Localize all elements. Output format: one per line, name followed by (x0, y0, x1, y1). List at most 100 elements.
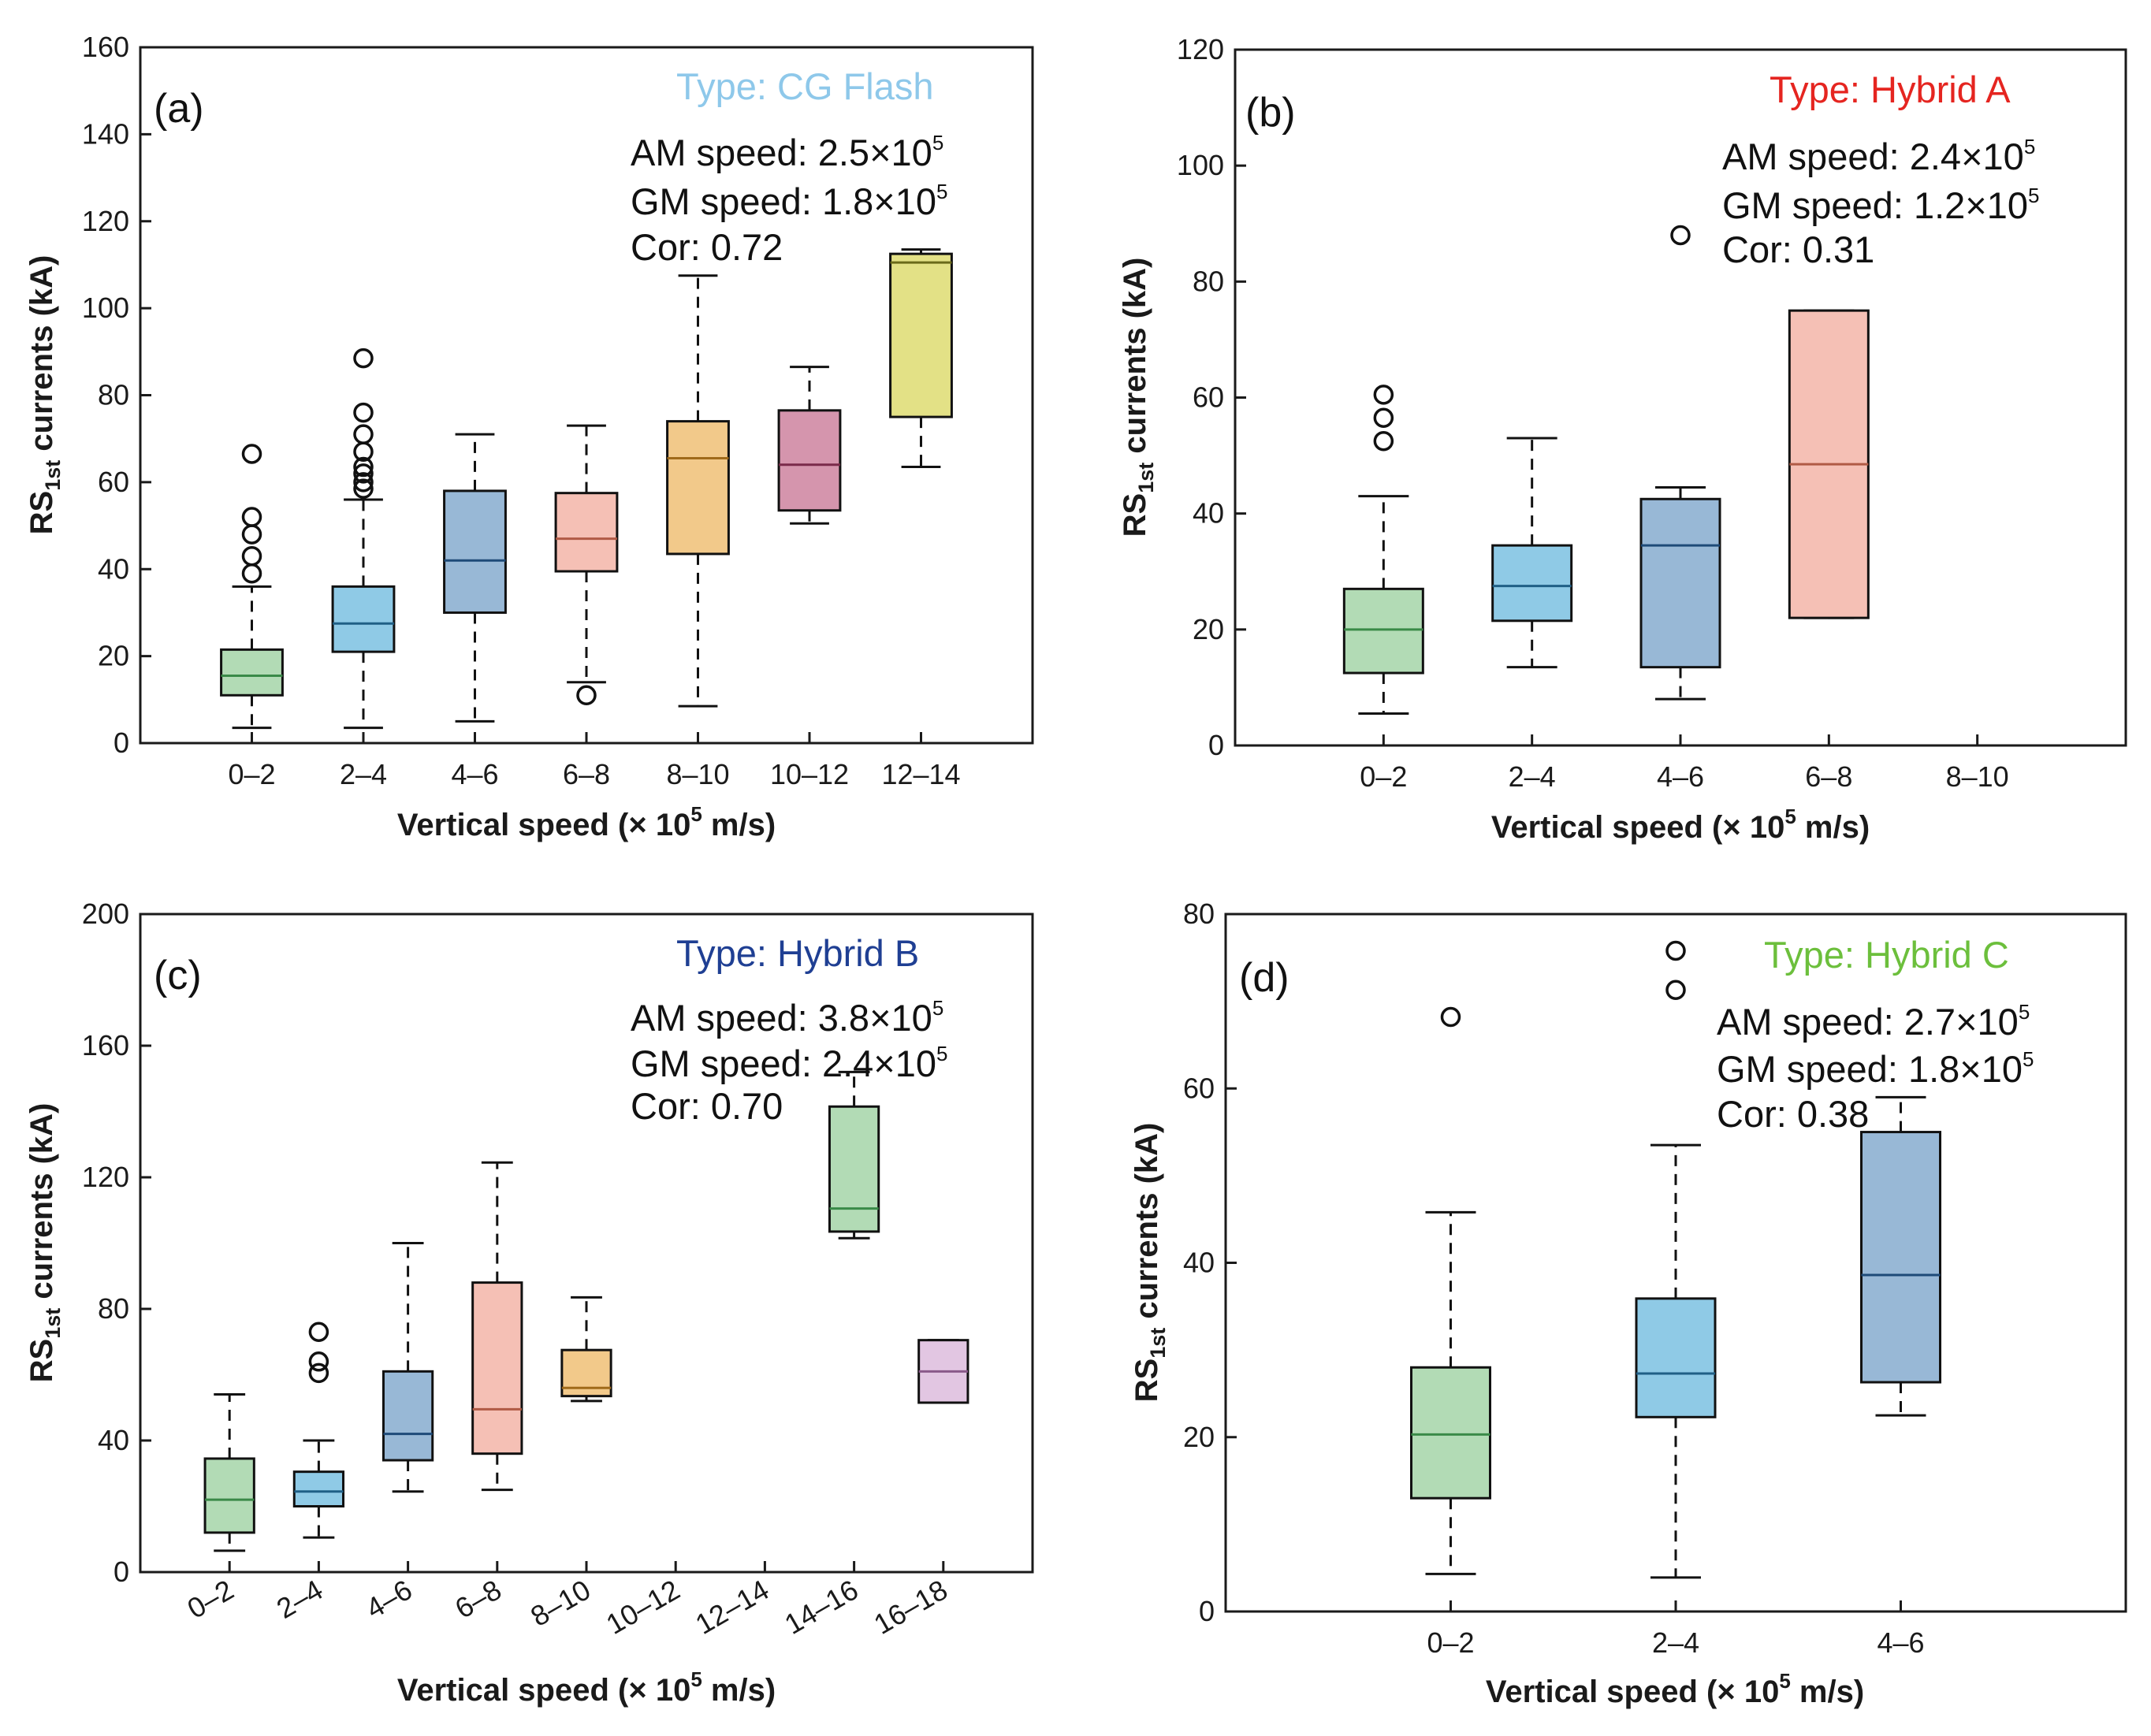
y-tick-label: 40 (98, 1424, 129, 1456)
outlier-point (1440, 1006, 1461, 1028)
box-6–8 (554, 424, 619, 706)
x-tick-label: 6–8 (1805, 760, 1852, 793)
iqr-box (1342, 587, 1424, 675)
iqr-box (1635, 1297, 1717, 1418)
panel-d: 0 20 40 60 80 0–2 2–4 4–6 (d) Type: Hybrid C A… (1129, 898, 2127, 1709)
boxes (1342, 225, 1870, 716)
x-tick-label: 12–14 (690, 1573, 774, 1641)
cor-annotation: Cor: 0.72 (631, 226, 783, 268)
boxes (1410, 940, 1941, 1579)
type-label: Type: Hybrid A (1770, 69, 2011, 110)
x-tick-label: 10–12 (770, 758, 849, 790)
box-6–8 (1788, 309, 1870, 619)
box-8–10 (560, 1295, 612, 1403)
outlier-point (1373, 385, 1394, 405)
panel-a: 0 20 40 60 80 100 120 140 160 0–2 2–4 4–6 6–8 8–10 10… (24, 31, 1034, 842)
x-tick-label: 8–10 (666, 758, 729, 790)
y-tick-label: 40 (98, 552, 129, 585)
iqr-box (777, 409, 842, 512)
y-tick-label: 0 (114, 727, 129, 759)
x-tick-label: 2–4 (1509, 760, 1556, 793)
x-tick-label: 0–2 (1360, 760, 1407, 793)
outlier-point (353, 402, 374, 423)
x-tick-label: 0–2 (182, 1573, 240, 1625)
outlier-point (241, 524, 262, 545)
x-tick-label: 2–4 (340, 758, 387, 790)
outlier-point (308, 1362, 329, 1384)
y-tick-label: 20 (1183, 1421, 1215, 1453)
iqr-box (1860, 1131, 1941, 1384)
y-tick-label: 200 (82, 898, 129, 930)
gm-speed-annotation: GM speed: 1.8×105 (631, 180, 948, 222)
outlier-point (241, 507, 262, 527)
outlier-point (308, 1351, 329, 1372)
iqr-box (381, 1370, 434, 1462)
x-axis-label: Vertical speed (× 105 m/s) (397, 802, 776, 842)
outlier-point (241, 444, 262, 464)
iqr-box (471, 1281, 523, 1455)
am-speed-annotation: AM speed: 2.4×105 (1722, 135, 2035, 177)
box-16–18 (917, 1339, 969, 1404)
outlier-point (241, 545, 262, 567)
iqr-box (554, 492, 619, 573)
x-ticks: 0–2 2–4 4–6 (1427, 1600, 1925, 1659)
x-tick-label: 4–6 (1877, 1626, 1924, 1659)
outlier-point (353, 478, 374, 499)
x-tick-label: 4–6 (360, 1573, 418, 1625)
am-speed-annotation: AM speed: 2.5×105 (631, 131, 943, 173)
x-tick-label: 16–18 (869, 1573, 953, 1641)
type-label: Type: Hybrid B (676, 932, 919, 974)
boxes (203, 1070, 969, 1552)
gm-speed-annotation: GM speed: 1.2×105 (1722, 184, 2040, 226)
am-speed-annotation: AM speed: 3.8×105 (631, 996, 943, 1039)
panel-label: (b) (1245, 90, 1296, 136)
outlier-point (576, 685, 597, 706)
boxes (220, 248, 953, 730)
y-axis-label: RS1st currents (kA) (24, 255, 65, 535)
y-tick-label: 160 (82, 31, 129, 63)
y-ticks: 0 40 80 120 160 200 (82, 898, 151, 1588)
x-tick-label: 2–4 (1652, 1626, 1699, 1659)
x-tick-label: 14–16 (779, 1573, 863, 1641)
panel-label: (d) (1239, 955, 1289, 1001)
y-tick-label: 40 (1193, 497, 1224, 530)
y-tick-label: 20 (1193, 613, 1224, 645)
box-10–12 (777, 366, 842, 525)
iqr-box (666, 420, 730, 556)
x-tick-label: 6–8 (449, 1573, 507, 1625)
x-tick-label: 4–6 (451, 758, 498, 790)
type-label: Type: CG Flash (676, 65, 934, 107)
outlier-point (308, 1322, 329, 1342)
x-tick-label: 12–14 (881, 758, 960, 790)
cor-annotation: Cor: 0.31 (1722, 229, 1874, 270)
iqr-box (889, 252, 953, 418)
y-tick-label: 80 (1193, 265, 1224, 297)
outlier-point (1665, 980, 1686, 1000)
iqr-box (1491, 544, 1573, 623)
x-tick-label: 10–12 (601, 1573, 685, 1641)
y-tick-label: 60 (1193, 381, 1224, 414)
x-tick-label: 0–2 (1427, 1626, 1474, 1659)
iqr-box (1639, 497, 1721, 669)
outlier-point (1373, 407, 1394, 429)
box-8–10 (666, 274, 730, 708)
y-axis-label: RS1st currents (kA) (1118, 258, 1158, 537)
y-tick-label: 80 (98, 1292, 129, 1325)
panel-label: (a) (154, 86, 204, 132)
box-0–2 (1342, 385, 1424, 716)
am-speed-annotation: AM speed: 2.7×105 (1717, 1000, 2030, 1043)
y-tick-label: 0 (1208, 729, 1224, 761)
x-tick-label: 6–8 (563, 758, 610, 790)
x-ticks: 0–2 2–4 4–6 6–8 8–10 (1360, 734, 2009, 793)
x-tick-label: 2–4 (271, 1573, 329, 1625)
y-tick-label: 80 (98, 379, 129, 411)
gm-speed-annotation: GM speed: 1.8×105 (1717, 1047, 2034, 1090)
box-4–6 (443, 433, 507, 723)
y-tick-label: 160 (82, 1029, 129, 1061)
iqr-box (443, 489, 507, 614)
y-tick-label: 120 (1177, 33, 1224, 65)
iqr-box (560, 1348, 612, 1398)
y-tick-label: 100 (1177, 149, 1224, 181)
box-0–2 (1410, 1006, 1491, 1575)
iqr-box (292, 1470, 345, 1507)
